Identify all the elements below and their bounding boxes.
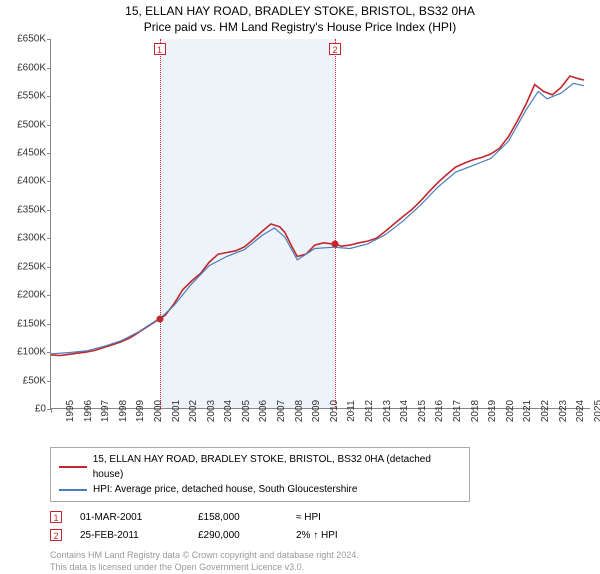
y-tick-label: £450K: [2, 148, 46, 159]
sale-row: 2 25-FEB-2011 £290,000 2% ↑ HPI: [50, 526, 580, 544]
y-tick-label: £300K: [2, 233, 46, 244]
chart-container: 15, ELLAN HAY ROAD, BRADLEY STOKE, BRIST…: [0, 0, 600, 560]
y-tick-label: £350K: [2, 204, 46, 215]
sale-marker-box: 2: [329, 43, 341, 55]
y-tick-label: £650K: [2, 34, 46, 45]
y-tick-mark: [47, 39, 51, 40]
legend-label: 15, ELLAN HAY ROAD, BRADLEY STOKE, BRIST…: [93, 452, 461, 482]
footer-attribution: Contains HM Land Registry data © Crown c…: [50, 550, 580, 573]
y-tick-mark: [47, 324, 51, 325]
y-tick-mark: [47, 68, 51, 69]
sale-price: £158,000: [198, 512, 278, 523]
sale-marker-box: 1: [154, 43, 166, 55]
y-tick-mark: [47, 96, 51, 97]
y-tick-label: £400K: [2, 176, 46, 187]
y-tick-mark: [47, 153, 51, 154]
sale-row-marker: 1: [50, 511, 62, 523]
series-price_paid: [51, 76, 584, 356]
y-tick-label: £0: [2, 404, 46, 415]
y-tick-label: £550K: [2, 91, 46, 102]
sale-row-marker: 2: [50, 529, 62, 541]
y-tick-label: £50K: [2, 375, 46, 386]
y-tick-label: £100K: [2, 347, 46, 358]
x-tick-label: 2025: [579, 400, 600, 422]
y-tick-label: £500K: [2, 119, 46, 130]
y-tick-mark: [47, 181, 51, 182]
footer-line-1: Contains HM Land Registry data © Crown c…: [50, 550, 580, 562]
y-tick-mark: [47, 210, 51, 211]
sale-hpi-delta: 2% ↑ HPI: [296, 530, 338, 541]
y-tick-label: £150K: [2, 318, 46, 329]
legend-box: 15, ELLAN HAY ROAD, BRADLEY STOKE, BRIST…: [50, 447, 470, 502]
sale-hpi-delta: ≈ HPI: [296, 512, 321, 523]
sale-marker-dot: [332, 241, 339, 248]
legend-color-swatch: [59, 466, 87, 468]
y-tick-mark: [47, 352, 51, 353]
title-line-2: Price paid vs. HM Land Registry's House …: [0, 20, 600, 36]
legend-label: HPI: Average price, detached house, Sout…: [93, 482, 357, 497]
legend-color-swatch: [59, 489, 87, 491]
sale-marker-dot: [156, 316, 163, 323]
series-hpi: [51, 84, 584, 354]
legend-item: HPI: Average price, detached house, Sout…: [59, 482, 461, 497]
title-line-1: 15, ELLAN HAY ROAD, BRADLEY STOKE, BRIST…: [0, 4, 600, 20]
y-tick-label: £600K: [2, 62, 46, 73]
sale-marker-line: [160, 39, 161, 409]
y-tick-label: £250K: [2, 261, 46, 272]
plot-area: £0£50K£100K£150K£200K£250K£300K£350K£400…: [50, 39, 590, 409]
sale-marker-line: [335, 39, 336, 409]
y-tick-mark: [47, 267, 51, 268]
y-tick-mark: [47, 238, 51, 239]
sale-price: £290,000: [198, 530, 278, 541]
y-tick-mark: [47, 125, 51, 126]
footer-line-2: This data is licensed under the Open Gov…: [50, 562, 580, 574]
y-tick-label: £200K: [2, 290, 46, 301]
legend-item: 15, ELLAN HAY ROAD, BRADLEY STOKE, BRIST…: [59, 452, 461, 482]
y-tick-mark: [47, 381, 51, 382]
sale-date: 25-FEB-2011: [80, 530, 180, 541]
line-series-svg: [51, 39, 591, 409]
sale-row: 1 01-MAR-2001 £158,000 ≈ HPI: [50, 508, 580, 526]
chart-title: 15, ELLAN HAY ROAD, BRADLEY STOKE, BRIST…: [0, 0, 600, 37]
sale-date: 01-MAR-2001: [80, 512, 180, 523]
sales-table: 1 01-MAR-2001 £158,000 ≈ HPI 2 25-FEB-2011 £29…: [50, 508, 580, 544]
y-tick-mark: [47, 295, 51, 296]
